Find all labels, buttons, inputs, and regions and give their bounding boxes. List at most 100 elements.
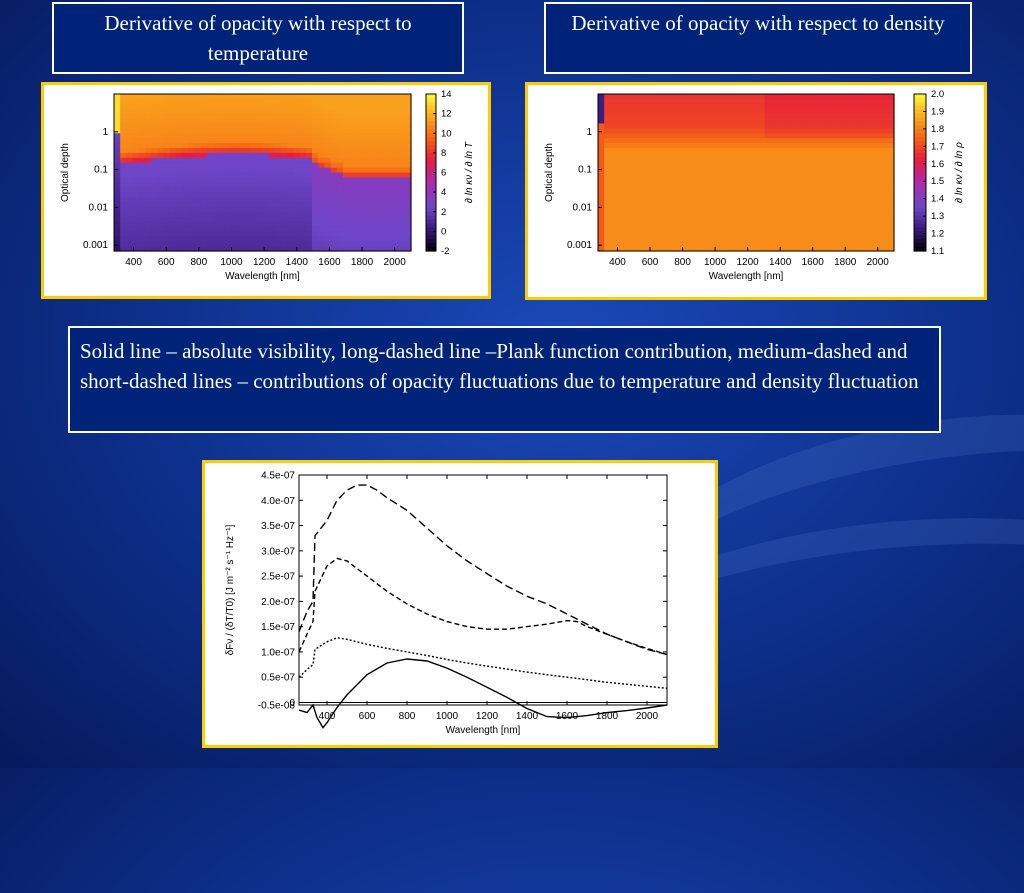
heatmap-cell <box>869 197 877 203</box>
heatmap-cell <box>219 231 226 237</box>
heatmap-cell <box>386 211 394 218</box>
colorbar-segment <box>426 196 436 201</box>
heatmap-cell <box>604 147 611 154</box>
heatmap-cell <box>256 211 264 218</box>
heatmap-cell <box>144 221 152 228</box>
heatmap-cell <box>206 133 214 139</box>
heatmap-cell <box>727 157 735 164</box>
heatmap-cell <box>690 133 698 139</box>
heatmap-cell <box>144 143 152 149</box>
heatmap-cell <box>746 246 753 252</box>
heatmap-cell <box>622 152 630 159</box>
heatmap-cell <box>336 113 344 120</box>
heatmap-cell <box>709 143 716 149</box>
heatmap-cell <box>628 231 636 237</box>
heatmap-cell <box>789 147 796 154</box>
heatmap-cell <box>801 206 809 213</box>
heatmap-cell <box>721 221 729 228</box>
heatmap-cell <box>355 98 363 105</box>
heatmap-cell <box>702 98 710 105</box>
heatmap-cell <box>355 231 363 237</box>
colorbar-segment <box>426 125 436 130</box>
heatmap-cell <box>157 192 165 198</box>
heatmap-cell <box>163 98 171 105</box>
heatmap-cell <box>665 221 673 228</box>
heatmap-cell <box>746 98 753 105</box>
heatmap-cell <box>373 152 381 159</box>
heatmap-cell <box>684 152 692 159</box>
heatmap-cell <box>200 246 208 252</box>
heatmap-cell <box>721 103 729 110</box>
heatmap-cell <box>813 226 821 232</box>
heatmap-cell <box>250 236 257 242</box>
heatmap-cell <box>838 157 846 164</box>
heatmap-cell <box>684 246 692 252</box>
heatmap-cell <box>844 133 852 139</box>
heatmap-cell <box>126 177 134 183</box>
heatmap-cell <box>367 108 375 115</box>
heatmap-cell <box>653 152 661 159</box>
heatmap-cell <box>342 147 350 154</box>
heatmap-cell <box>678 216 685 223</box>
heatmap-cell <box>628 197 636 203</box>
heatmap-cell <box>312 123 319 129</box>
heatmap-cell <box>225 177 233 183</box>
heatmap-cell <box>126 182 134 188</box>
heatmap-cell <box>132 172 140 179</box>
heatmap-cell <box>672 128 679 134</box>
heatmap-cell <box>635 177 642 183</box>
heatmap-cell <box>219 246 226 252</box>
heatmap-cell <box>709 216 716 223</box>
heatmap-cell <box>659 98 667 105</box>
heatmap-cell <box>367 187 375 193</box>
heatmap-cell <box>752 123 759 129</box>
heatmap-cell <box>647 172 655 179</box>
heatmap-cell <box>281 201 288 208</box>
heatmap-cell <box>869 221 877 228</box>
heatmap-cell <box>746 133 753 139</box>
heatmap-cell <box>776 172 784 179</box>
heatmap-cell <box>690 94 698 100</box>
heatmap-cell <box>386 231 394 237</box>
heatmap-cell <box>659 236 667 242</box>
heatmap-cell <box>120 201 127 208</box>
heatmap-cell <box>850 241 858 247</box>
heatmap-cell <box>844 147 852 154</box>
colorbar-segment <box>426 223 436 229</box>
heatmap-cell <box>138 246 146 252</box>
heatmap-cell <box>262 246 270 252</box>
heatmap-cell <box>678 177 685 183</box>
heatmap-cell <box>727 206 735 213</box>
heatmap-cell <box>231 177 239 183</box>
heatmap-cell <box>820 113 827 120</box>
heatmap-cell <box>598 231 605 237</box>
heatmap-cell <box>355 241 363 247</box>
heatmap-cell <box>281 118 288 125</box>
heatmap-cell <box>287 216 295 223</box>
heatmap-cell <box>312 216 319 223</box>
heatmap-cell <box>813 113 821 120</box>
heatmap-cell <box>175 113 183 120</box>
heatmap-cell <box>132 133 140 139</box>
heatmap-cell <box>826 98 833 105</box>
heatmap-cell <box>709 197 716 203</box>
heatmap-cell <box>604 157 611 164</box>
heatmap-cell <box>250 118 257 125</box>
heatmap-cell <box>126 123 134 129</box>
heatmap-cell <box>764 201 772 208</box>
heatmap-cell <box>373 221 381 228</box>
heatmap-cell <box>392 113 400 120</box>
heatmap-cell <box>355 226 363 232</box>
heatmap-cell <box>764 246 772 252</box>
heatmap-cell <box>206 187 214 193</box>
colorbar-segment <box>914 207 926 213</box>
heatmap-cell <box>268 177 276 183</box>
heatmap-cell <box>120 241 127 247</box>
heatmap-cell <box>801 201 809 208</box>
heatmap-cell <box>739 123 747 129</box>
heatmap-cell <box>746 103 753 110</box>
heatmap-cell <box>336 246 344 252</box>
heatmap-cell <box>881 128 889 134</box>
heatmap-cell <box>770 167 778 174</box>
heatmap-cell <box>380 216 387 223</box>
